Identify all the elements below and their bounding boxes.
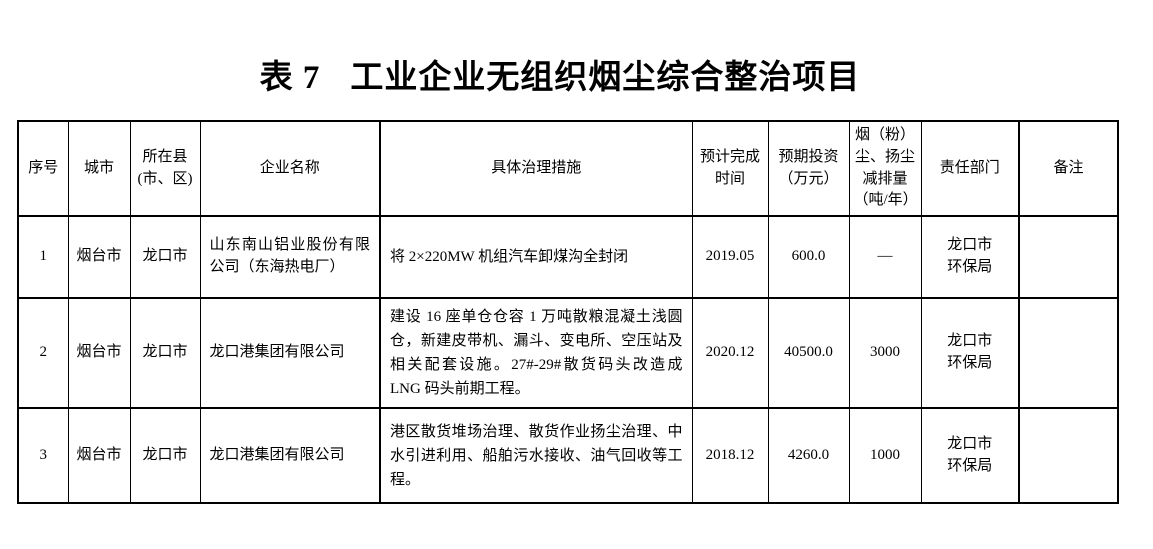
cell-remarks xyxy=(1018,297,1119,409)
table-row: 1 烟台市 龙口市 山东南山铝业股份有限公司（东海热电厂） 将 2×220MW … xyxy=(17,215,1119,299)
cell-dust-reduction: 1000 xyxy=(848,407,922,504)
col-header-county: 所在县 (市、区) xyxy=(129,120,201,217)
cell-department: 龙口市 环保局 xyxy=(920,215,1020,299)
table-title: 表 7 工业企业无组织烟尘综合整治项目 xyxy=(0,50,1120,98)
table-title-text: 工业企业无组织烟尘综合整治项目 xyxy=(350,60,861,96)
col-header-investment: 预期投资 （万元） xyxy=(767,120,850,217)
cell-enterprise: 龙口港集团有限公司 xyxy=(199,297,381,409)
cell-dust-reduction: — xyxy=(848,215,922,299)
table-body: 1 烟台市 龙口市 山东南山铝业股份有限公司（东海热电厂） 将 2×220MW … xyxy=(17,215,1119,504)
col-header-index: 序号 xyxy=(17,120,69,217)
table-row: 3 烟台市 龙口市 龙口港集团有限公司 港区散货堆场治理、散货作业扬尘治理、中水… xyxy=(17,407,1119,504)
cell-investment: 4260.0 xyxy=(767,407,850,504)
col-header-measures: 具体治理措施 xyxy=(379,120,693,217)
cell-index: 1 xyxy=(17,215,69,299)
table-row: 2 烟台市 龙口市 龙口港集团有限公司 建设 16 座单仓仓容 1 万吨散粮混凝… xyxy=(17,297,1119,409)
col-header-city: 城市 xyxy=(67,120,131,217)
cell-city: 烟台市 xyxy=(67,215,131,299)
cell-department: 龙口市 环保局 xyxy=(920,407,1020,504)
cell-completion-time: 2020.12 xyxy=(691,297,769,409)
cell-enterprise: 山东南山铝业股份有限公司（东海热电厂） xyxy=(199,215,381,299)
cell-enterprise: 龙口港集团有限公司 xyxy=(199,407,381,504)
cell-remarks xyxy=(1018,215,1119,299)
cell-completion-time: 2018.12 xyxy=(691,407,769,504)
cell-county: 龙口市 xyxy=(129,297,201,409)
table-title-number: 表 7 xyxy=(259,60,321,96)
col-header-department: 责任部门 xyxy=(920,120,1020,217)
col-header-enterprise: 企业名称 xyxy=(199,120,381,217)
cell-department: 龙口市 环保局 xyxy=(920,297,1020,409)
cell-measures: 建设 16 座单仓仓容 1 万吨散粮混凝土浅圆仓，新建皮带机、漏斗、变电所、空压… xyxy=(379,297,693,409)
col-header-remarks: 备注 xyxy=(1018,120,1119,217)
cell-city: 烟台市 xyxy=(67,407,131,504)
cell-investment: 600.0 xyxy=(767,215,850,299)
cell-measures: 港区散货堆场治理、散货作业扬尘治理、中水引进利用、船舶污水接收、油气回收等工程。 xyxy=(379,407,693,504)
header-row: 序号 城市 所在县 (市、区) 企业名称 具体治理措施 预计完成 时间 预期投资… xyxy=(17,120,1119,217)
projects-table: 序号 城市 所在县 (市、区) 企业名称 具体治理措施 预计完成 时间 预期投资… xyxy=(17,120,1119,504)
cell-investment: 40500.0 xyxy=(767,297,850,409)
cell-index: 3 xyxy=(17,407,69,504)
col-header-completion-time: 预计完成 时间 xyxy=(691,120,769,217)
cell-county: 龙口市 xyxy=(129,215,201,299)
cell-measures: 将 2×220MW 机组汽车卸煤沟全封闭 xyxy=(379,215,693,299)
col-header-dust-reduction: 烟（粉） 尘、扬尘 减排量 （吨/年） xyxy=(848,120,922,217)
cell-remarks xyxy=(1018,407,1119,504)
cell-county: 龙口市 xyxy=(129,407,201,504)
cell-completion-time: 2019.05 xyxy=(691,215,769,299)
table-header: 序号 城市 所在县 (市、区) 企业名称 具体治理措施 预计完成 时间 预期投资… xyxy=(17,120,1119,217)
cell-city: 烟台市 xyxy=(67,297,131,409)
cell-index: 2 xyxy=(17,297,69,409)
cell-dust-reduction: 3000 xyxy=(848,297,922,409)
